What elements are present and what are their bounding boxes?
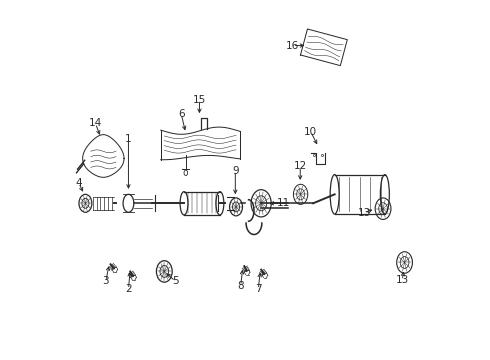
Text: 10: 10	[304, 127, 317, 136]
Text: 11: 11	[276, 198, 290, 208]
Text: 4: 4	[75, 178, 82, 188]
Text: 14: 14	[89, 118, 102, 128]
Text: 16: 16	[286, 41, 299, 50]
Text: 15: 15	[193, 95, 206, 105]
Text: 12: 12	[294, 161, 307, 171]
Text: 13: 13	[357, 208, 370, 218]
Text: 1: 1	[125, 134, 132, 144]
Text: 9: 9	[232, 166, 239, 176]
Text: 3: 3	[102, 276, 109, 286]
Text: 13: 13	[395, 275, 409, 285]
Text: 2: 2	[125, 284, 132, 294]
Text: 7: 7	[255, 284, 262, 294]
Text: 6: 6	[178, 109, 184, 119]
Text: 5: 5	[172, 276, 179, 286]
Text: 8: 8	[237, 281, 244, 291]
